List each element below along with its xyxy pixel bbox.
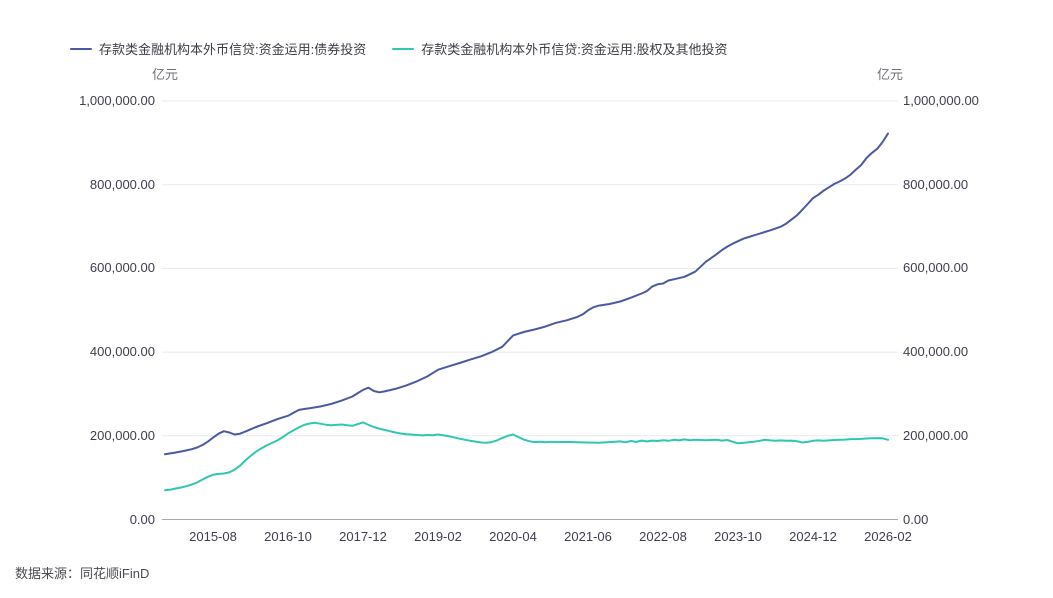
x-axis-label: 2022-08 [639, 529, 687, 544]
data-source-note: 数据来源：同花顺iFinD [15, 566, 150, 581]
legend-label: 存款类金融机构本外币信贷:资金运用:债券投资 [99, 42, 367, 57]
y-axis-label-right: 1,000,000.00 [903, 93, 979, 108]
x-axis-label: 2024-12 [789, 529, 837, 544]
y-axis-label-left: 800,000.00 [89, 177, 155, 192]
y-axis-label-left: 200,000.00 [89, 428, 155, 443]
legend-line-icon [392, 47, 415, 50]
legend-label: 存款类金融机构本外币信贷:资金运用:股权及其他投资 [421, 42, 728, 57]
series-line-bond-investment [164, 132, 889, 456]
x-axis-label: 2016-10 [264, 529, 312, 544]
y-axis-label-right: 200,000.00 [903, 428, 969, 443]
y-axis-unit-left: 亿元 [152, 67, 179, 82]
legend-item-bond-investment[interactable]: 存款类金融机构本外币信贷:资金运用:债券投资 [70, 39, 366, 58]
x-axis-label: 2020-04 [489, 529, 537, 544]
y-axis-label-left: 0.00 [129, 512, 155, 527]
legend-line-icon [70, 47, 92, 50]
x-axis-label: 2026-02 [864, 529, 912, 544]
x-axis-label: 2017-12 [339, 529, 387, 544]
y-axis-unit-right: 亿元 [877, 67, 904, 82]
x-axis-label: 2021-06 [564, 529, 612, 544]
y-axis-label-right: 800,000.00 [903, 177, 969, 192]
y-axis-label-right: 600,000.00 [903, 260, 969, 275]
y-axis-label-left: 1,000,000.00 [79, 93, 155, 108]
legend-item-equity-investment[interactable]: 存款类金融机构本外币信贷:资金运用:股权及其他投资 [392, 39, 727, 58]
x-axis-label: 2015-08 [189, 529, 237, 544]
legend: 存款类金融机构本外币信贷:资金运用:债券投资 存款类金融机构本外币信贷:资金运用… [70, 39, 727, 58]
x-axis-label: 2019-02 [414, 529, 462, 544]
y-axis-label-right: 400,000.00 [903, 344, 969, 359]
series-line-equity-investment [164, 421, 889, 492]
y-axis-label-left: 400,000.00 [89, 344, 155, 359]
x-axis-label: 2023-10 [714, 529, 762, 544]
y-axis-label-right: 0.00 [903, 512, 929, 527]
y-axis-label-left: 600,000.00 [89, 260, 155, 275]
